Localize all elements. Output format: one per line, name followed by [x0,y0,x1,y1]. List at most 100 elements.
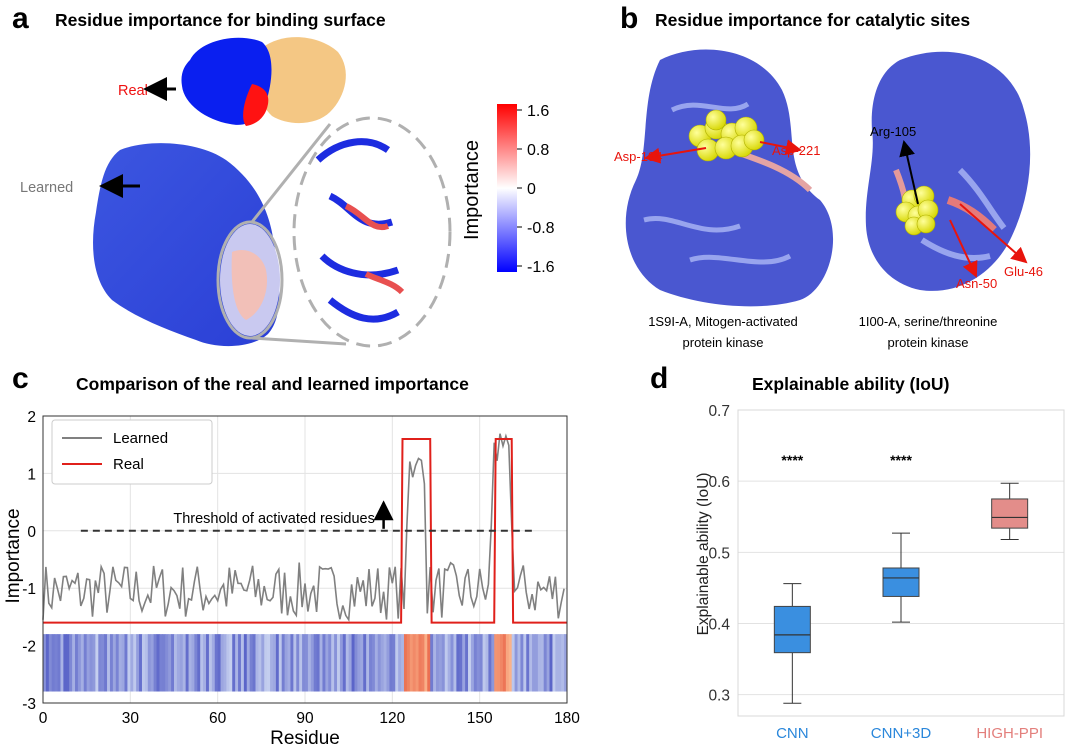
heat-cell [48,634,53,692]
heat-cell [552,634,556,692]
heat-cell [366,634,370,692]
heat-cell [171,634,175,692]
heat-cell [182,634,187,692]
heat-cell [342,634,347,692]
heat-cell [246,634,251,692]
arg105-arrow [899,140,919,205]
heat-cell [447,634,452,692]
heat-cell [319,634,323,692]
heat-cell [543,634,548,692]
heat-cell [69,634,73,692]
heat-cell [176,634,181,692]
chart-d-axes: 0.3 0.4 0.5 0.6 0.7 CNN CNN+3D HIGH-PPI [708,403,1065,742]
chart-c-ylabel: Importance [3,508,24,603]
heat-cell [497,634,501,692]
x-tick-label: 30 [122,710,140,727]
heat-cell [345,634,350,692]
heat-cell [89,634,93,692]
heat-cell [380,634,385,692]
heat-cell [494,634,498,692]
heat-cell [322,634,326,692]
heat-cell [272,634,277,692]
heat-cell [532,634,536,692]
left-protein-caption-1: 1S9I-A, Mitogen-activated [648,314,798,329]
x-tick-label: 120 [379,710,405,727]
heat-cell [302,634,306,692]
heat-cell [310,634,315,692]
heat-cell [220,634,224,692]
heat-cell [325,634,329,692]
residue-glu46: Glu-46 [1004,264,1043,279]
heat-cell [243,634,248,692]
heat-cell [369,634,373,692]
heat-cell [174,634,178,692]
heat-cell [191,634,195,692]
heat-cell [249,634,254,692]
heat-cell [534,634,539,692]
heat-cell [112,634,117,692]
heat-cell [258,634,262,692]
heat-cell [517,634,521,692]
heat-cell [337,634,341,692]
heat-cell [418,634,422,692]
heat-cell [235,634,239,692]
heat-cell [118,634,123,692]
heat-cell [107,634,111,692]
right-protein-caption-1: 1I00-A, serine/threonine [859,314,998,329]
heat-cell [316,634,321,692]
heat-cell [502,634,507,692]
heat-cell [95,634,99,692]
series-learned-line [42,433,565,623]
heat-cell [229,634,233,692]
chart-d-frame [737,409,1065,717]
heat-cell [377,634,382,692]
heat-cell [485,634,489,692]
residue-asn50: Asn-50 [956,276,997,291]
x-tick-label: 180 [554,710,580,727]
heat-cell [275,634,280,692]
heat-cell [185,634,190,692]
heat-cell [415,634,420,692]
heat-cell [133,634,137,692]
heat-cell [436,634,440,692]
glu46-arrow [959,203,1028,264]
panel-d-title: Explainable ability (IoU) [752,374,950,394]
heat-cell [197,634,201,692]
category-label: CNN+3D [871,725,932,742]
heat-cell [162,634,166,692]
heat-cell [383,634,388,692]
heat-cell [211,634,216,692]
heat-cell [92,634,96,692]
heat-cell [406,634,411,692]
heat-cell [470,634,475,692]
heat-cell [156,634,160,692]
category-label: HIGH-PPI [976,725,1043,742]
residue-asp194: Asp-194 [614,149,662,164]
series-real-line [43,438,567,624]
heat-cell [208,634,213,692]
heat-cell [194,634,198,692]
heat-cell [159,634,163,692]
significance-marker: **** [781,452,803,468]
colorbar-tick-label: 0.8 [527,142,549,159]
heat-cell [438,634,443,692]
heat-cell [296,634,300,692]
heat-cell [43,634,47,692]
heat-cell [206,634,210,692]
panel-b-title: Residue importance for catalytic sites [655,10,971,30]
heat-cell [307,634,312,692]
panel-b-left-protein [625,49,834,307]
heat-cell [453,634,457,692]
x-tick-label: 60 [209,710,227,727]
heat-cell [409,634,414,692]
chart-d: **** **** 0.3 0.4 0.5 0.6 0.7 CNN CNN+3D HIGH-PP… [695,403,1065,742]
heat-cell [392,634,396,692]
panel-d-letter: d [650,362,669,395]
heat-cell [363,634,367,692]
heat-cell [141,634,146,692]
heat-cell [127,634,131,692]
threshold-label: Threshold of activated residues [173,511,375,527]
heat-cell [468,634,472,692]
heat-cell [526,634,530,692]
heat-cell [232,634,236,692]
